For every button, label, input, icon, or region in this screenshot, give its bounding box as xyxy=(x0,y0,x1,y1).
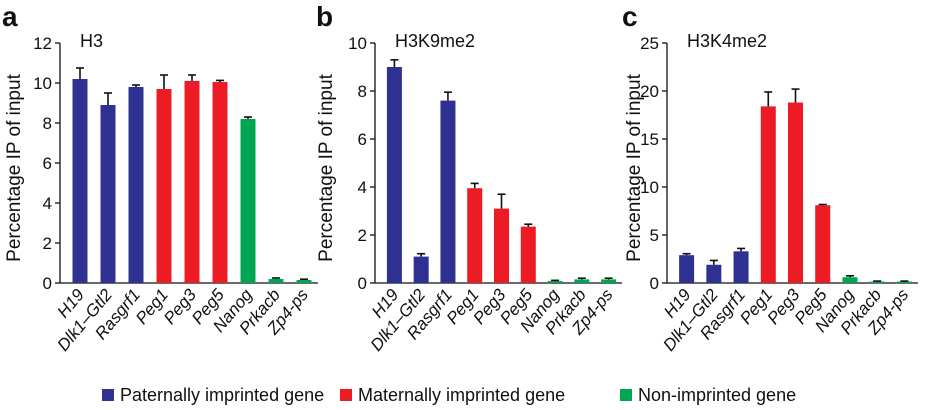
y-tick-label: 4 xyxy=(43,194,52,213)
bar-peg1 xyxy=(760,106,776,283)
legend-label: Maternally imprinted gene xyxy=(358,385,565,405)
y-tick-label: 4 xyxy=(358,178,367,197)
y-axis-label: Percentage IP of input xyxy=(624,73,645,261)
panel-letter: b xyxy=(316,1,333,32)
bar-h19 xyxy=(679,255,695,283)
y-axis-label: Percentage IP of input xyxy=(4,73,25,261)
legend-swatch-maternal xyxy=(340,389,352,401)
panel-letter: a xyxy=(2,1,18,32)
bar-peg1 xyxy=(467,188,483,283)
bar-prkacb xyxy=(869,281,885,284)
bar-peg5 xyxy=(815,205,831,283)
y-tick-label: 8 xyxy=(358,82,367,101)
bar-dlk1-gtl2 xyxy=(413,256,429,283)
bar-nanog xyxy=(547,281,563,283)
bar-peg1 xyxy=(156,89,172,283)
bar-nanog xyxy=(842,277,858,283)
bar-zp4-ps xyxy=(296,280,312,283)
bar-peg3 xyxy=(788,102,803,284)
y-tick-label: 2 xyxy=(358,226,367,245)
bar-dlk1-gtl2 xyxy=(100,105,116,283)
bar-peg5 xyxy=(520,226,536,283)
y-tick-label: 10 xyxy=(640,178,659,197)
y-tick-label: 0 xyxy=(650,274,659,293)
panel-letter: c xyxy=(622,1,638,32)
legend-label: Non-imprinted gene xyxy=(638,385,796,405)
bar-nanog xyxy=(240,119,256,283)
y-tick-label: 0 xyxy=(358,274,367,293)
bar-peg3 xyxy=(184,81,200,283)
y-tick-label: 2 xyxy=(43,234,52,253)
bar-dlk1-gtl2 xyxy=(706,264,722,283)
y-tick-label: 8 xyxy=(43,114,52,133)
legend-swatch-paternal xyxy=(102,389,114,401)
y-tick-label: 5 xyxy=(650,226,659,245)
chart-title: H3 xyxy=(80,31,103,51)
y-tick-label: 12 xyxy=(33,34,52,53)
bar-prkacb xyxy=(574,279,590,283)
bar-zp4-ps xyxy=(896,281,912,284)
bar-rasgrf1 xyxy=(733,251,749,283)
y-tick-label: 25 xyxy=(640,34,659,53)
chart-title: H3K9me2 xyxy=(395,31,475,51)
bar-rasgrf1 xyxy=(128,87,144,283)
y-tick-label: 15 xyxy=(640,130,659,149)
legend: Paternally imprinted gene Maternally impr… xyxy=(102,385,796,405)
y-tick-label: 10 xyxy=(348,34,367,53)
y-tick-label: 6 xyxy=(43,154,52,173)
legend-swatch-nonimprinted xyxy=(620,389,632,401)
bar-h19 xyxy=(386,67,402,283)
chart-panel-c: c H3K4me2 0 5 10 15 20 25 Percentage IP of input… xyxy=(622,1,918,355)
y-tick-label: 6 xyxy=(358,130,367,149)
legend-label: Paternally imprinted gene xyxy=(120,385,324,405)
bar-h19 xyxy=(72,79,88,283)
bar-zp4-ps xyxy=(601,279,617,283)
bar-rasgrf1 xyxy=(440,100,456,283)
bar-prkacb xyxy=(268,279,284,283)
y-tick-label: 20 xyxy=(640,82,659,101)
bar-peg5 xyxy=(212,82,228,283)
y-tick-label: 10 xyxy=(33,74,52,93)
y-tick-label: 0 xyxy=(43,274,52,293)
bar-peg3 xyxy=(494,208,509,283)
chart-title: H3K4me2 xyxy=(687,31,767,51)
y-axis-label: Percentage IP of input xyxy=(316,73,337,261)
